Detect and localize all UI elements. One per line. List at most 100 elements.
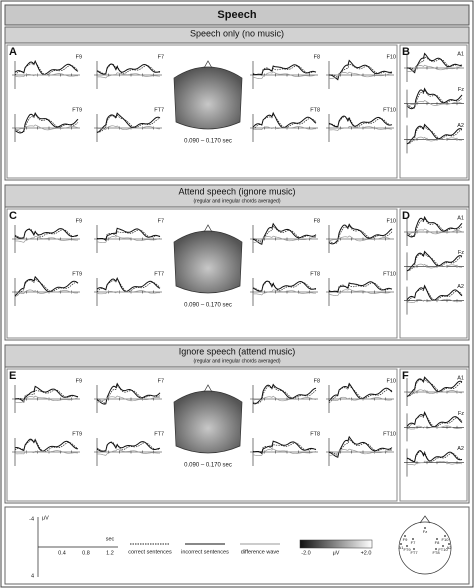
legend-item: incorrect sentences bbox=[181, 549, 229, 555]
legend-frame bbox=[4, 506, 470, 585]
wave-difference bbox=[252, 289, 316, 296]
wave-difference bbox=[406, 228, 463, 236]
wave-incorrect bbox=[252, 64, 317, 76]
wave-incorrect bbox=[406, 284, 463, 301]
electrode-label: Fz bbox=[458, 87, 464, 93]
wave-incorrect bbox=[252, 280, 317, 292]
panel-letter: D bbox=[402, 210, 410, 222]
electrode-label: F7 bbox=[158, 378, 164, 384]
electrode-label: A1 bbox=[457, 375, 464, 381]
panel-letter: F bbox=[402, 370, 409, 382]
wave-difference bbox=[14, 73, 78, 78]
wave-incorrect bbox=[96, 382, 161, 405]
wave-incorrect bbox=[14, 438, 79, 452]
wave-difference bbox=[328, 126, 393, 131]
wave-difference bbox=[96, 72, 160, 79]
electrode-label: F9 bbox=[76, 378, 82, 384]
wave-incorrect bbox=[96, 63, 161, 75]
section-title: Ignore speech (attend music) bbox=[179, 346, 296, 356]
electrode-label: FT8 bbox=[310, 431, 320, 437]
wave-difference bbox=[407, 460, 463, 466]
wave-incorrect bbox=[96, 112, 161, 133]
wave-incorrect bbox=[406, 123, 463, 145]
wave-correct bbox=[406, 89, 463, 109]
panel-right bbox=[399, 44, 468, 179]
wave-incorrect bbox=[14, 275, 79, 296]
electrode-label: F10 bbox=[387, 378, 396, 384]
topomap-nose bbox=[203, 224, 213, 233]
electrode-label: FT8 bbox=[310, 107, 320, 113]
electrode-label: FT7 bbox=[154, 107, 164, 113]
head-label: F8 bbox=[435, 540, 440, 545]
legend-item: difference wave bbox=[241, 549, 279, 555]
wave-correct bbox=[14, 113, 79, 133]
panel-left bbox=[6, 44, 398, 179]
legend-y-tick: -4 bbox=[29, 516, 34, 522]
head-label: FT7 bbox=[410, 550, 418, 555]
panel-right bbox=[399, 208, 468, 339]
wave-incorrect bbox=[96, 227, 161, 242]
topomap-head bbox=[173, 230, 243, 294]
wave-difference bbox=[252, 71, 317, 80]
electrode-dot bbox=[435, 548, 437, 550]
wave-incorrect bbox=[328, 382, 393, 402]
wave-incorrect bbox=[406, 215, 463, 238]
panel-letter: E bbox=[9, 370, 16, 382]
wave-incorrect bbox=[252, 111, 317, 129]
electrode-label: FT7 bbox=[154, 271, 164, 277]
electrode-label: F10 bbox=[387, 54, 396, 60]
legend-x-tick: 0.8 bbox=[82, 550, 90, 556]
section-subtitle: (regular and irregular chords averaged) bbox=[194, 198, 281, 204]
wave-correct bbox=[14, 278, 79, 297]
wave-incorrect bbox=[252, 383, 317, 405]
wave-difference bbox=[406, 298, 463, 303]
wave-difference bbox=[328, 71, 393, 79]
electrode-label: Fz bbox=[458, 250, 464, 256]
head-label: F9 bbox=[403, 537, 408, 542]
head-label: Fz bbox=[423, 529, 427, 534]
section-title-bar bbox=[4, 344, 470, 368]
wave-incorrect bbox=[406, 87, 463, 110]
section-title: Speech only (no music) bbox=[190, 28, 284, 38]
wave-incorrect bbox=[252, 440, 317, 455]
topomap-head bbox=[173, 66, 243, 130]
wave-difference bbox=[328, 288, 393, 297]
wave-correct bbox=[252, 385, 317, 404]
electrode-label: F9 bbox=[76, 54, 82, 60]
electrode-dot bbox=[442, 545, 444, 547]
wave-difference bbox=[406, 100, 463, 107]
electrode-dot bbox=[448, 543, 450, 545]
section-title-bar bbox=[4, 184, 470, 208]
head-label: FT8 bbox=[432, 550, 440, 555]
wave-correct bbox=[406, 125, 463, 144]
topomap-head bbox=[173, 390, 243, 454]
colorbar-max: +2.0 bbox=[361, 550, 372, 556]
electrode-label: A1 bbox=[457, 51, 464, 57]
electrode-label: FT8 bbox=[310, 271, 320, 277]
legend-x-unit: sec bbox=[106, 536, 115, 542]
panel-right bbox=[399, 368, 468, 502]
section-title: Attend speech (ignore music) bbox=[178, 186, 295, 196]
electrode-dot bbox=[413, 548, 415, 550]
wave-difference bbox=[252, 448, 317, 457]
wave-difference bbox=[406, 136, 463, 142]
electrode-label: F9 bbox=[76, 218, 82, 224]
legend-x-tick: 0.4 bbox=[58, 550, 66, 556]
wave-difference bbox=[15, 235, 79, 243]
electrode-label: FT9 bbox=[72, 107, 82, 113]
wave-difference bbox=[328, 396, 393, 402]
time-window: 0.090 – 0.170 sec bbox=[184, 303, 232, 309]
wave-difference bbox=[14, 289, 79, 294]
electrode-dot bbox=[412, 538, 414, 540]
legend-item: correct sentences bbox=[128, 549, 172, 555]
wave-difference bbox=[406, 425, 463, 430]
wave-incorrect bbox=[406, 411, 463, 428]
electrode-dot bbox=[436, 538, 438, 540]
colorbar-min: -2.0 bbox=[301, 550, 310, 556]
wave-incorrect bbox=[14, 111, 79, 134]
panel-left bbox=[6, 208, 398, 339]
time-window: 0.090 – 0.170 sec bbox=[184, 139, 232, 145]
head-label: FT9 bbox=[403, 547, 411, 552]
topomap-nose bbox=[203, 384, 213, 393]
